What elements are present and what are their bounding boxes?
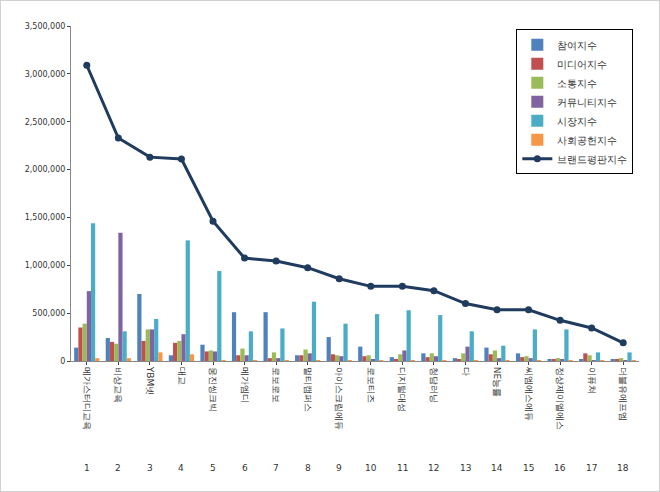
svg-text:커뮤니티지수: 커뮤니티지수 [557, 97, 617, 108]
svg-text:11: 11 [397, 463, 408, 473]
svg-text:17: 17 [586, 463, 597, 473]
svg-text:10: 10 [365, 463, 377, 473]
svg-text:12: 12 [428, 463, 439, 473]
svg-text:대교: 대교 [177, 367, 187, 385]
svg-text:로보티즈: 로보티즈 [366, 367, 376, 403]
svg-text:YBM넷: YBM넷 [145, 366, 155, 395]
svg-text:16: 16 [554, 463, 566, 473]
svg-text:씨엠에스에듀: 씨엠에스에듀 [524, 367, 534, 421]
svg-text:15: 15 [523, 463, 534, 473]
svg-text:6: 6 [242, 463, 248, 473]
svg-text:3: 3 [147, 463, 153, 473]
svg-text:정상제이엘에스: 정상제이엘에스 [555, 367, 565, 430]
svg-text:2,500,000: 2,500,000 [25, 118, 66, 127]
svg-text:1,000,000: 1,000,000 [25, 261, 66, 270]
svg-text:아이스크림에듀: 아이스크림에듀 [334, 367, 344, 430]
svg-text:비상교육: 비상교육 [113, 367, 123, 403]
svg-text:소통지수: 소통지수 [557, 78, 597, 89]
svg-text:500,000: 500,000 [32, 309, 65, 318]
svg-text:NE능률: NE능률 [492, 367, 502, 397]
svg-text:더블유에프엠: 더블유에프엠 [618, 367, 628, 421]
svg-text:다: 다 [461, 367, 471, 376]
svg-text:브랜드평판지수: 브랜드평판지수 [557, 154, 627, 165]
svg-text:3,500,000: 3,500,000 [25, 22, 66, 31]
svg-text:2,000,000: 2,000,000 [25, 165, 66, 174]
svg-text:0: 0 [60, 357, 65, 366]
svg-text:9: 9 [336, 463, 342, 473]
svg-text:디지털대성: 디지털대성 [397, 367, 407, 412]
svg-text:18: 18 [617, 463, 629, 473]
svg-text:14: 14 [491, 463, 503, 473]
svg-text:사회공헌지수: 사회공헌지수 [557, 135, 617, 146]
svg-text:2: 2 [115, 463, 121, 473]
svg-text:3,000,000: 3,000,000 [25, 70, 66, 79]
svg-text:로보로보: 로보로보 [271, 367, 281, 403]
svg-text:13: 13 [460, 463, 471, 473]
svg-text:4: 4 [178, 463, 184, 473]
svg-text:시장지수: 시장지수 [557, 116, 597, 127]
svg-text:8: 8 [305, 463, 311, 473]
svg-text:이퓨쳐: 이퓨쳐 [587, 367, 597, 394]
svg-text:미디어지수: 미디어지수 [557, 59, 607, 70]
svg-text:1,500,000: 1,500,000 [25, 213, 66, 222]
svg-text:7: 7 [273, 463, 279, 473]
svg-text:참여지수: 참여지수 [557, 40, 597, 51]
svg-text:메가스터디교육: 메가스터디교육 [82, 367, 92, 430]
svg-text:멀티캠퍼스: 멀티캠퍼스 [303, 367, 313, 412]
svg-text:메가엠디: 메가엠디 [240, 367, 250, 403]
svg-text:1: 1 [84, 463, 90, 473]
svg-text:5: 5 [210, 463, 216, 473]
svg-text:청담러닝: 청담러닝 [429, 367, 439, 403]
svg-text:웅진씽크빅: 웅진씽크빅 [208, 367, 218, 412]
